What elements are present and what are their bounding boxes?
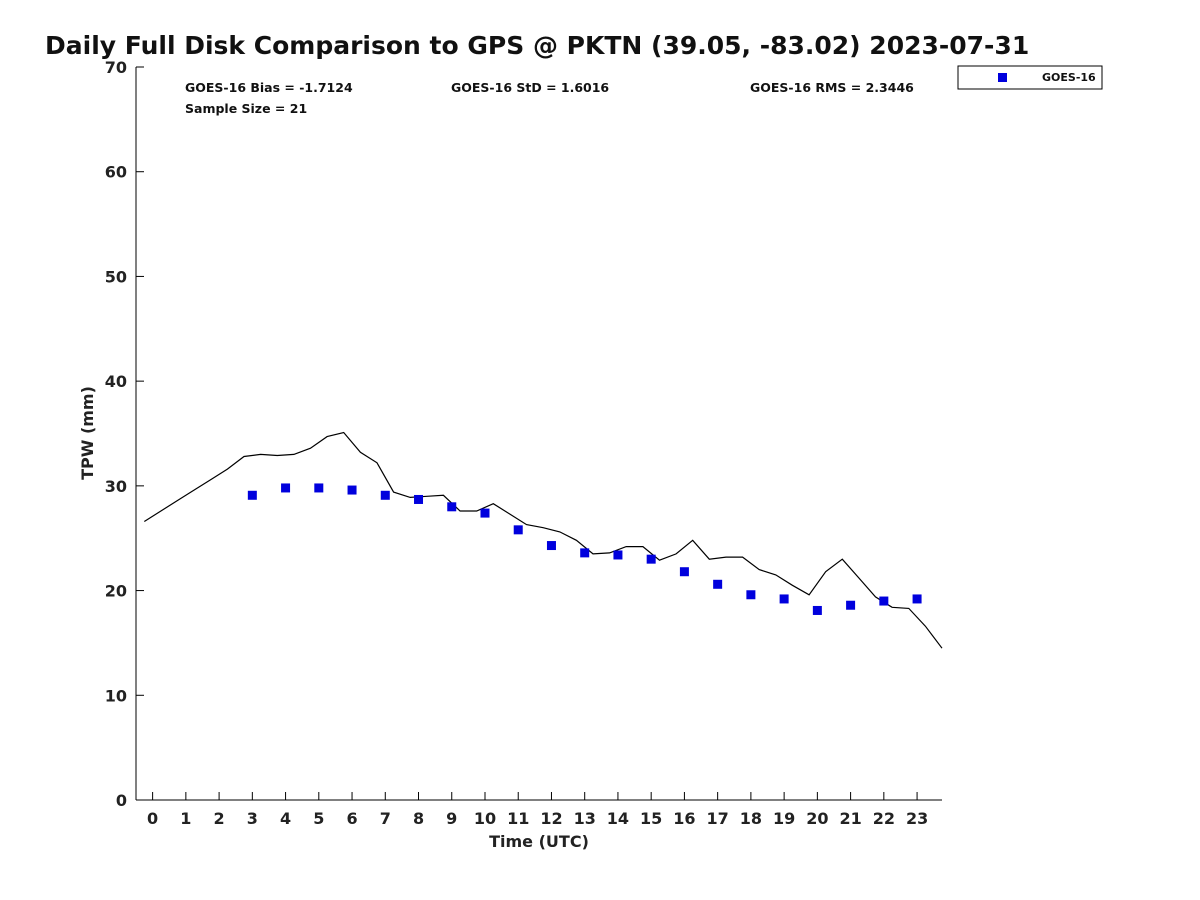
- goes16-point: [447, 502, 457, 512]
- x-tick-label: 4: [280, 809, 291, 828]
- x-tick-label: 20: [806, 809, 828, 828]
- plot-area: [143, 431, 943, 649]
- x-tick-label: 22: [873, 809, 895, 828]
- y-axis-title: TPW (mm): [78, 386, 97, 480]
- y-tick-label: 30: [105, 477, 127, 496]
- chart-title: Daily Full Disk Comparison to GPS @ PKTN…: [45, 31, 1029, 60]
- goes16-point: [513, 525, 523, 535]
- legend-label-goes16: GOES-16: [1042, 71, 1096, 84]
- goes16-point: [746, 590, 756, 600]
- x-tick-label: 14: [607, 809, 629, 828]
- goes16-point: [646, 554, 656, 564]
- y-tick-label: 60: [105, 163, 127, 182]
- x-tick-label: 5: [313, 809, 324, 828]
- rms-annotation: GOES-16 RMS = 2.3446: [750, 80, 914, 95]
- goes16-point: [613, 550, 623, 560]
- goes16-point: [879, 596, 889, 606]
- goes16-point: [480, 508, 490, 518]
- bias-annotation: GOES-16 Bias = -1.7124: [185, 80, 353, 95]
- goes16-point: [347, 485, 357, 495]
- goes16-point: [247, 490, 257, 500]
- x-tick-label: 7: [380, 809, 391, 828]
- goes16-point: [546, 541, 556, 551]
- goes16-point: [380, 490, 390, 500]
- y-tick-label: 10: [105, 686, 127, 705]
- x-tick-label: 13: [574, 809, 596, 828]
- goes16-point: [314, 483, 324, 493]
- x-tick-label: 8: [413, 809, 424, 828]
- goes16-point: [580, 548, 590, 558]
- y-tick-label: 20: [105, 582, 127, 601]
- x-tick-label: 9: [446, 809, 457, 828]
- x-tick-label: 19: [773, 809, 795, 828]
- y-tick-label: 70: [105, 58, 127, 77]
- goes16-point: [779, 594, 789, 604]
- legend-box: [957, 65, 1103, 90]
- goes16-point: [812, 605, 822, 615]
- goes16-point: [846, 600, 856, 610]
- x-tick-label: 15: [640, 809, 662, 828]
- legend: GOES-16: [957, 65, 1103, 90]
- goes16-point: [281, 483, 291, 493]
- x-tick-label: 17: [707, 809, 729, 828]
- x-tick-label: 21: [839, 809, 861, 828]
- x-axis-ticks: 0 1 2 3 4 5 6 7 8 9 10 11 12 13 14 15 16 17 18 19 20 21 22 23: [147, 792, 928, 828]
- x-tick-label: 3: [247, 809, 258, 828]
- x-tick-label: 1: [180, 809, 191, 828]
- y-tick-label: 40: [105, 372, 127, 391]
- goes16-point: [912, 594, 922, 604]
- goes16-point: [679, 567, 689, 577]
- x-tick-label: 16: [673, 809, 695, 828]
- x-tick-label: 6: [346, 809, 357, 828]
- x-tick-label: 10: [474, 809, 496, 828]
- y-tick-label: 50: [105, 267, 127, 286]
- std-annotation: GOES-16 StD = 1.6016: [451, 80, 609, 95]
- x-tick-label: 23: [906, 809, 928, 828]
- x-axis-title: Time (UTC): [489, 832, 589, 851]
- x-tick-label: 12: [540, 809, 562, 828]
- sample-size-annotation: Sample Size = 21: [185, 101, 307, 116]
- goes16-point: [713, 579, 723, 589]
- goes16-point: [414, 494, 424, 504]
- x-tick-label: 11: [507, 809, 529, 828]
- y-axis-ticks: 0 10 20 30 40 50 60 70: [105, 58, 144, 810]
- x-tick-label: 18: [740, 809, 762, 828]
- y-tick-label: 0: [116, 791, 127, 810]
- gps-reference-line: [143, 431, 943, 649]
- x-tick-label: 2: [214, 809, 225, 828]
- legend-marker-goes16: [998, 73, 1007, 82]
- x-tick-label: 0: [147, 809, 158, 828]
